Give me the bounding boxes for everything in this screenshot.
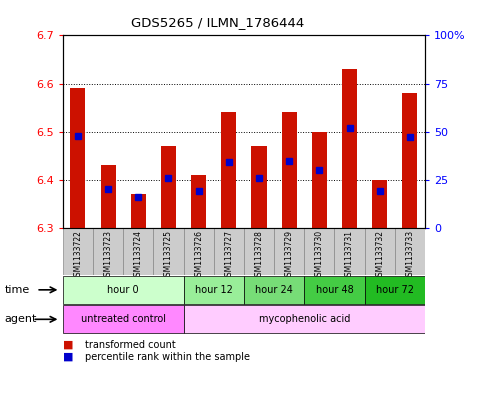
Text: GSM1133730: GSM1133730 xyxy=(315,230,324,281)
Bar xyxy=(161,146,176,228)
Text: GSM1133732: GSM1133732 xyxy=(375,230,384,281)
Text: GSM1133723: GSM1133723 xyxy=(103,230,113,281)
Text: ■: ■ xyxy=(63,340,73,350)
FancyBboxPatch shape xyxy=(365,276,425,304)
FancyBboxPatch shape xyxy=(213,228,244,275)
Text: mycophenolic acid: mycophenolic acid xyxy=(258,314,350,324)
Bar xyxy=(100,165,115,228)
Text: hour 12: hour 12 xyxy=(195,285,233,295)
Bar xyxy=(282,112,297,228)
FancyBboxPatch shape xyxy=(334,228,365,275)
Bar xyxy=(191,175,206,228)
Bar xyxy=(312,132,327,228)
FancyBboxPatch shape xyxy=(304,228,334,275)
Text: percentile rank within the sample: percentile rank within the sample xyxy=(85,352,250,362)
FancyBboxPatch shape xyxy=(154,228,184,275)
Bar xyxy=(402,93,417,228)
FancyBboxPatch shape xyxy=(184,228,213,275)
Text: GSM1133728: GSM1133728 xyxy=(255,230,264,281)
FancyBboxPatch shape xyxy=(63,276,184,304)
Text: GSM1133724: GSM1133724 xyxy=(134,230,143,281)
Text: hour 72: hour 72 xyxy=(376,285,414,295)
Text: hour 48: hour 48 xyxy=(315,285,354,295)
Text: GSM1133725: GSM1133725 xyxy=(164,230,173,281)
Bar xyxy=(342,69,357,228)
Text: hour 0: hour 0 xyxy=(107,285,139,295)
FancyBboxPatch shape xyxy=(274,228,304,275)
FancyBboxPatch shape xyxy=(123,228,154,275)
FancyBboxPatch shape xyxy=(63,228,93,275)
FancyBboxPatch shape xyxy=(63,305,184,333)
Text: GSM1133726: GSM1133726 xyxy=(194,230,203,281)
FancyBboxPatch shape xyxy=(395,228,425,275)
Text: GSM1133733: GSM1133733 xyxy=(405,230,414,281)
Text: untreated control: untreated control xyxy=(81,314,166,324)
FancyBboxPatch shape xyxy=(184,305,425,333)
Bar xyxy=(372,180,387,228)
FancyBboxPatch shape xyxy=(365,228,395,275)
Text: time: time xyxy=(5,285,30,295)
Text: hour 24: hour 24 xyxy=(255,285,293,295)
FancyBboxPatch shape xyxy=(93,228,123,275)
FancyBboxPatch shape xyxy=(244,228,274,275)
Text: agent: agent xyxy=(5,314,37,324)
Text: GSM1133722: GSM1133722 xyxy=(73,230,83,281)
Text: GSM1133729: GSM1133729 xyxy=(284,230,294,281)
Bar xyxy=(71,88,85,228)
Bar xyxy=(252,146,267,228)
Bar xyxy=(131,194,146,228)
Text: GSM1133727: GSM1133727 xyxy=(224,230,233,281)
Text: ■: ■ xyxy=(63,352,73,362)
Bar xyxy=(221,112,236,228)
Text: transformed count: transformed count xyxy=(85,340,175,350)
FancyBboxPatch shape xyxy=(184,276,244,304)
FancyBboxPatch shape xyxy=(304,276,365,304)
FancyBboxPatch shape xyxy=(244,276,304,304)
Text: GSM1133731: GSM1133731 xyxy=(345,230,354,281)
Text: GDS5265 / ILMN_1786444: GDS5265 / ILMN_1786444 xyxy=(131,16,304,29)
